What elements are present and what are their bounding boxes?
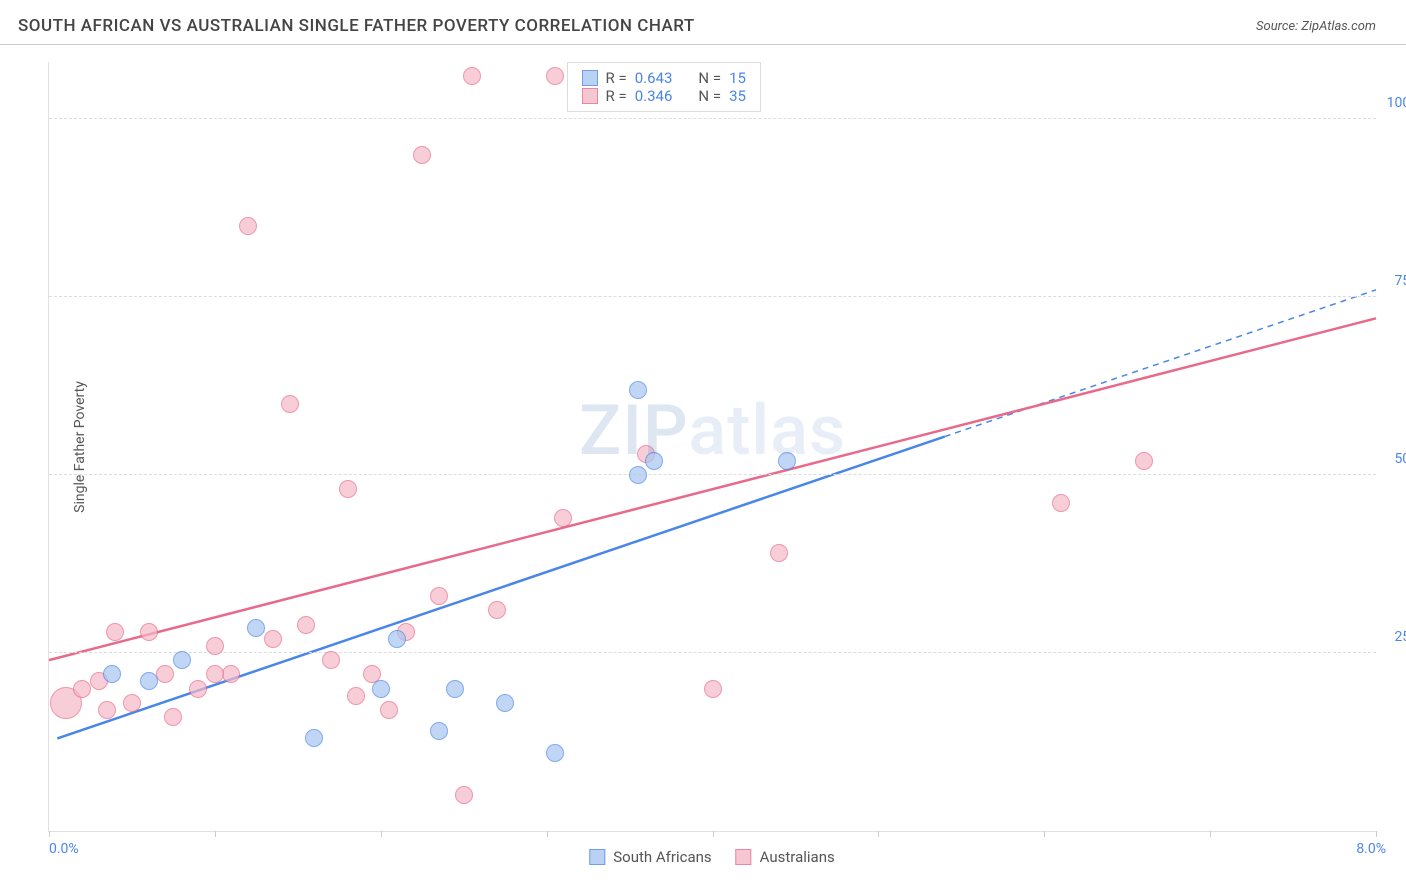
data-point xyxy=(430,587,448,605)
data-point xyxy=(156,665,174,683)
data-point xyxy=(413,146,431,164)
series-legend: South Africans Australians xyxy=(589,848,834,866)
data-point xyxy=(1135,452,1153,470)
data-point xyxy=(372,680,390,698)
data-point xyxy=(488,601,506,619)
data-point xyxy=(629,381,647,399)
r-label: R = xyxy=(606,69,627,87)
r-value: 0.643 xyxy=(635,69,673,87)
stats-legend: R = 0.643 N = 15 R = 0.346 N = 35 xyxy=(567,62,761,112)
data-point xyxy=(222,665,240,683)
data-point xyxy=(247,619,265,637)
y-tick-label: 100.0% xyxy=(1380,95,1406,111)
data-point xyxy=(455,786,473,804)
data-point xyxy=(206,665,224,683)
data-point xyxy=(1052,494,1070,512)
data-point xyxy=(463,67,481,85)
data-point xyxy=(106,623,124,641)
data-point xyxy=(546,744,564,762)
data-point xyxy=(281,395,299,413)
data-point xyxy=(98,701,116,719)
data-point xyxy=(140,623,158,641)
x-tick xyxy=(547,831,548,837)
legend-swatch xyxy=(582,70,598,86)
data-point xyxy=(305,729,323,747)
data-point xyxy=(347,687,365,705)
x-tick xyxy=(1044,831,1045,837)
x-min-label: 0.0% xyxy=(49,841,79,857)
y-tick-label: 75.0% xyxy=(1380,273,1406,289)
data-point xyxy=(704,680,722,698)
r-label: R = xyxy=(606,87,627,105)
trend-line-extrapolated xyxy=(945,290,1376,437)
y-tick-label: 50.0% xyxy=(1380,451,1406,467)
x-tick xyxy=(713,831,714,837)
data-point xyxy=(770,544,788,562)
trend-line xyxy=(49,318,1376,660)
legend-label: South Africans xyxy=(613,848,711,866)
data-point xyxy=(164,708,182,726)
scatter-plot: ZIPatlas R =0.643N =15R =0.346N =35 25.0… xyxy=(48,62,1376,832)
stats-legend-row: R = 0.643 N = 15 xyxy=(582,69,746,87)
data-point xyxy=(239,217,257,235)
data-point xyxy=(645,452,663,470)
data-point xyxy=(322,651,340,669)
trend-lines xyxy=(49,62,1376,831)
data-point xyxy=(339,480,357,498)
data-point xyxy=(629,466,647,484)
data-point xyxy=(496,694,514,712)
data-point xyxy=(778,452,796,470)
n-value: 35 xyxy=(729,87,746,105)
stats-legend-row: R = 0.346 N = 35 xyxy=(582,87,746,105)
source-label: Source: ZipAtlas.com xyxy=(1256,19,1376,34)
plot-area: Single Father Poverty ZIPatlas R =0.643N… xyxy=(48,62,1376,832)
legend-swatch xyxy=(589,849,605,865)
legend-item: Australians xyxy=(736,848,835,866)
x-tick xyxy=(1210,831,1211,837)
data-point xyxy=(297,616,315,634)
data-point xyxy=(388,630,406,648)
x-max-label: 8.0% xyxy=(1356,841,1386,857)
legend-label: Australians xyxy=(760,848,835,866)
n-value: 15 xyxy=(729,69,746,87)
chart-title: SOUTH AFRICAN VS AUSTRALIAN SINGLE FATHE… xyxy=(18,16,695,36)
gridline xyxy=(49,652,1376,653)
gridline xyxy=(49,474,1376,475)
data-point xyxy=(264,630,282,648)
r-value: 0.346 xyxy=(635,87,673,105)
x-tick xyxy=(215,831,216,837)
header: SOUTH AFRICAN VS AUSTRALIAN SINGLE FATHE… xyxy=(0,0,1406,45)
x-tick xyxy=(49,831,50,837)
legend-swatch xyxy=(736,849,752,865)
data-point xyxy=(123,694,141,712)
data-point xyxy=(73,680,91,698)
watermark: ZIPatlas xyxy=(579,390,846,472)
data-point xyxy=(446,680,464,698)
data-point xyxy=(430,722,448,740)
chart-container: SOUTH AFRICAN VS AUSTRALIAN SINGLE FATHE… xyxy=(0,0,1406,892)
legend-item: South Africans xyxy=(589,848,711,866)
gridline xyxy=(49,296,1376,297)
data-point xyxy=(546,67,564,85)
data-point xyxy=(173,651,191,669)
x-tick xyxy=(878,831,879,837)
data-point xyxy=(103,665,121,683)
x-tick xyxy=(1376,831,1377,837)
data-point xyxy=(380,701,398,719)
data-point xyxy=(554,509,572,527)
y-tick-label: 25.0% xyxy=(1380,629,1406,645)
gridline xyxy=(49,118,1376,119)
x-tick xyxy=(381,831,382,837)
legend-swatch xyxy=(582,88,598,104)
n-label: N = xyxy=(698,87,721,105)
n-label: N = xyxy=(698,69,721,87)
data-point xyxy=(140,672,158,690)
data-point xyxy=(189,680,207,698)
data-point xyxy=(206,637,224,655)
